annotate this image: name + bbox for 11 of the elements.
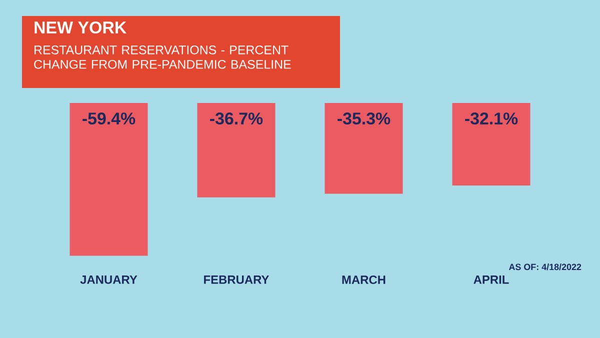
x-tick-label: MARCH	[342, 276, 386, 284]
text: AS OF: 4/18/2022	[508, 264, 582, 270]
chart-subtitle: RESTAURANT RESERVATIONS - PERCENT CHANGE FROM PRE-PANDEMIC BASELINE	[34, 46, 291, 69]
data-label: -59.4%	[82, 112, 136, 125]
x-tick-label: JANUARY	[80, 276, 138, 284]
data-label: -32.1%	[465, 112, 518, 125]
chart-title: NEW YORK	[34, 22, 127, 34]
x-tick-label: APRIL	[474, 276, 509, 284]
data-label: -36.7%	[210, 112, 263, 125]
x-tick-label: FEBRUARY	[204, 276, 270, 284]
data-label: -35.3%	[338, 112, 390, 125]
